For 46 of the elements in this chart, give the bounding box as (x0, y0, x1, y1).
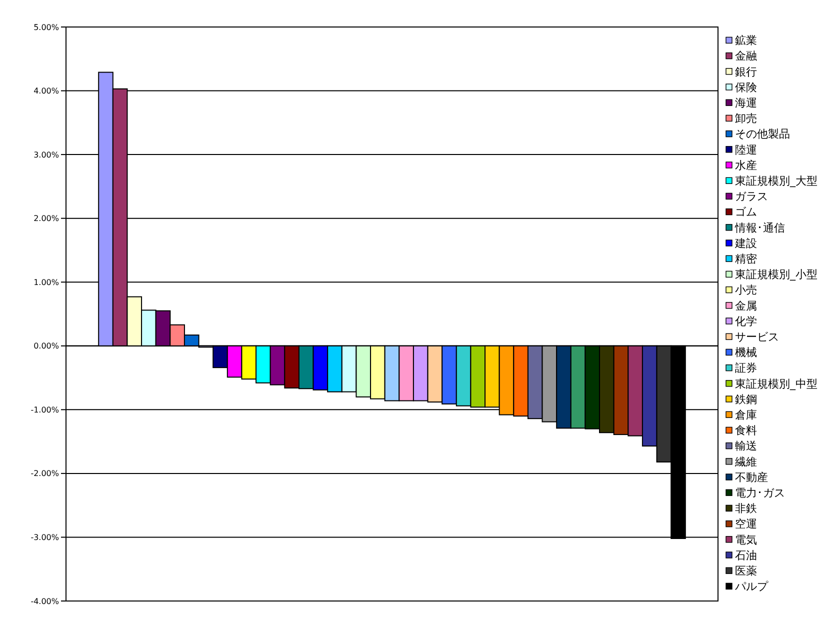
legend-label: 保険 (735, 80, 757, 94)
legend-label: 医薬 (735, 564, 757, 578)
legend-label: 陸運 (735, 143, 757, 156)
legend-label: パルプ (734, 580, 769, 594)
legend-label: 東証規模別_中型 (735, 377, 818, 390)
legend-label: 食料 (735, 424, 757, 438)
legend-label: ゴム (735, 206, 757, 219)
legend-label: 海運 (735, 96, 757, 110)
y-tick-label: 5.00% (34, 22, 60, 32)
legend-label: その他製品 (735, 128, 790, 141)
legend-label: 金融 (735, 50, 757, 63)
y-tick-label: 1.00% (34, 278, 60, 287)
legend-label: 東証規模別_小型 (735, 268, 818, 282)
legend-label: 建設 (734, 236, 757, 250)
legend-label: 小売 (735, 284, 757, 297)
legend-label: 銀行 (735, 65, 757, 78)
legend-label: 情報･通信 (734, 221, 785, 234)
y-tick-label: 0.00% (34, 342, 60, 351)
y-tick-label: -1.00% (30, 405, 60, 414)
y-tick-label: -4.00% (30, 596, 60, 606)
legend-label: 電力･ガス (735, 486, 785, 500)
legend-label: サービス (735, 330, 779, 344)
legend-label: 倉庫 (735, 408, 757, 422)
legend-label: 繊維 (734, 455, 757, 468)
legend-label: 輸送 (735, 440, 757, 453)
legend-label: 化学 (735, 314, 757, 328)
y-tick-label: 2.00% (34, 214, 60, 224)
legend-label: 水産 (735, 158, 757, 172)
legend-label: 空運 (735, 518, 757, 531)
y-tick-label: -3.00% (30, 533, 60, 542)
legend-label: 卸売 (735, 112, 757, 126)
legend-label: 鉱業 (735, 34, 757, 48)
legend-label: 精密 (735, 252, 757, 266)
legend-label: ガラス (735, 190, 768, 204)
legend-label: 東証規模別_大型 (735, 174, 818, 188)
legend-label: 証券 (735, 362, 757, 375)
y-tick-label: -2.00% (30, 469, 60, 478)
legend-label: 金属 (735, 299, 757, 312)
legend-label: 機械 (735, 346, 757, 360)
y-tick-label: 3.00% (34, 150, 60, 160)
y-tick-label: 4.00% (34, 86, 60, 96)
legend-label: 不動産 (735, 470, 768, 484)
legend-label: 石油 (735, 548, 757, 562)
legend-label: 電気 (735, 533, 757, 546)
legend-label: 鉄鋼 (735, 392, 757, 406)
legend-label: 非鉄 (735, 502, 757, 516)
